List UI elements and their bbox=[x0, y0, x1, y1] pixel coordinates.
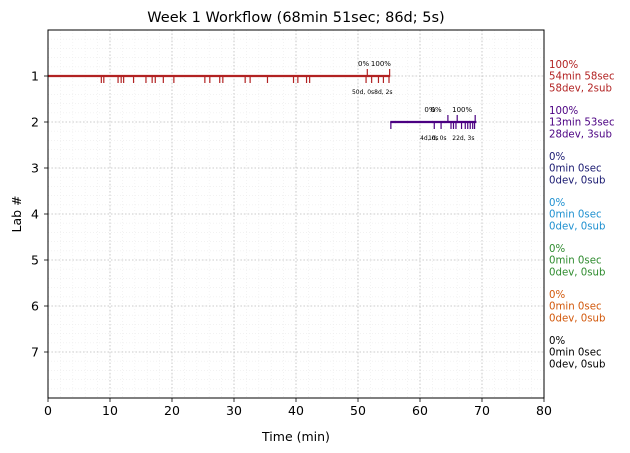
lab-4-summary-line: 0% bbox=[549, 198, 565, 209]
lab-2-percent-label: 0% bbox=[424, 106, 435, 114]
x-tick-label: 50 bbox=[350, 403, 366, 418]
lab-2-sub-label: 22d, 3s bbox=[452, 135, 474, 142]
lab-6-summary-line: 0% bbox=[549, 290, 565, 301]
y-axis-label: Lab # bbox=[9, 195, 24, 232]
x-tick-label: 0 bbox=[44, 403, 52, 418]
lab-4-summary-line: 0min 0sec bbox=[549, 210, 602, 221]
lab-3-summary-line: 0% bbox=[549, 152, 565, 163]
y-tick-label: 6 bbox=[31, 299, 39, 314]
y-tick-label: 1 bbox=[31, 69, 39, 84]
x-axis-label: Time (min) bbox=[261, 429, 330, 444]
x-tick-label: 20 bbox=[164, 403, 180, 418]
lab-1-summary-line: 58dev, 2sub bbox=[549, 83, 612, 94]
x-tick-label: 10 bbox=[102, 403, 118, 418]
grid bbox=[47, 30, 545, 398]
lab-7-summary-line: 0min 0sec bbox=[549, 348, 602, 359]
y-tick-label: 7 bbox=[31, 345, 39, 360]
y-tick-label: 5 bbox=[31, 253, 39, 268]
lab-1-summary-line: 54min 58sec bbox=[549, 72, 615, 83]
lab-5-summary-line: 0min 0sec bbox=[549, 256, 602, 267]
lab-2-summary-line: 28dev, 3sub bbox=[549, 129, 612, 140]
lab-2-summary-line: 13min 53sec bbox=[549, 118, 615, 129]
lab-3-summary-line: 0dev, 0sub bbox=[549, 175, 605, 186]
lab-2-percent-label: 100% bbox=[452, 106, 472, 114]
lab-6-summary-line: 0dev, 0sub bbox=[549, 313, 605, 324]
lab-1-percent-label: 0% bbox=[358, 60, 369, 68]
lab-1-summary-line: 100% bbox=[549, 60, 578, 71]
lab-5-summary-line: 0dev, 0sub bbox=[549, 267, 605, 278]
lab-1-percent-label: 100% bbox=[371, 60, 391, 68]
y-tick-label: 4 bbox=[31, 207, 39, 222]
lab-4-summary-line: 0dev, 0sub bbox=[549, 221, 605, 232]
lab-2-sub-label: 1d, 0s bbox=[428, 135, 446, 142]
lab-1-sub-label: 50d, 0s8d, 2s bbox=[352, 89, 393, 96]
lab-2-summary-line: 100% bbox=[549, 106, 578, 117]
x-tick-label: 30 bbox=[226, 403, 242, 418]
x-tick-label: 70 bbox=[474, 403, 490, 418]
lab-2-percent-label: 0% bbox=[431, 106, 442, 114]
lab-2-sub-label: 4d, 0s bbox=[420, 135, 438, 142]
x-tick-label: 60 bbox=[412, 403, 428, 418]
x-tick-label: 80 bbox=[536, 403, 552, 418]
x-tick-label: 40 bbox=[288, 403, 304, 418]
y-tick-label: 3 bbox=[31, 161, 39, 176]
lab-5-summary-line: 0% bbox=[549, 244, 565, 255]
chart-title: Week 1 Workflow (68min 51sec; 86d; 5s) bbox=[147, 10, 444, 26]
y-tick-label: 2 bbox=[31, 115, 39, 130]
lab-3-summary-line: 0min 0sec bbox=[549, 164, 602, 175]
lab-7-summary-line: 0dev, 0sub bbox=[549, 359, 605, 370]
lab-6-summary-line: 0min 0sec bbox=[549, 302, 602, 313]
lab-7-summary-line: 0% bbox=[549, 336, 565, 347]
axes: 0 10 20 30 40 50 60 70 80 1 2 3 4 5 6 7 bbox=[31, 69, 552, 419]
